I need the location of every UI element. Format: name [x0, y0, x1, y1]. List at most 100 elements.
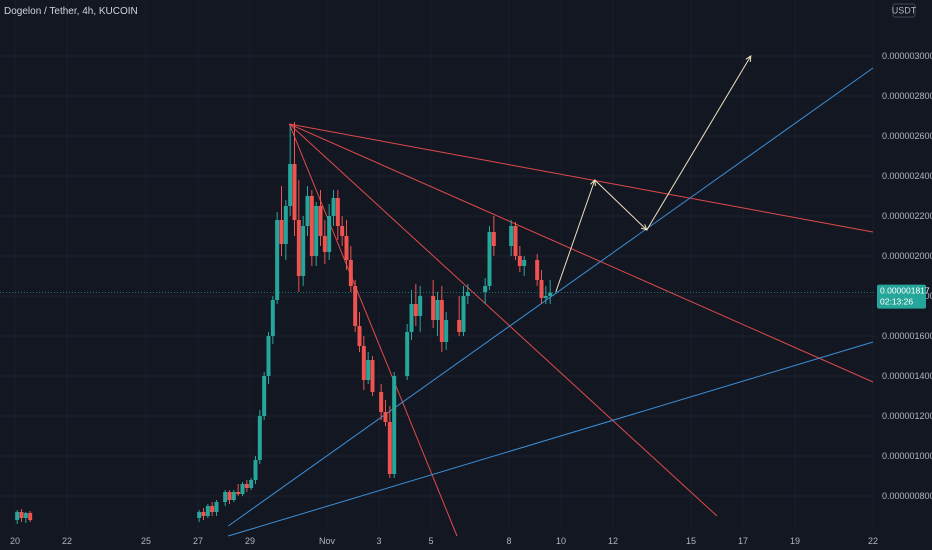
projection-arrow-segment: [594, 179, 648, 231]
trend-line-fan-2: [288, 123, 718, 517]
candle-body: [517, 256, 522, 266]
candle-body: [509, 226, 514, 246]
candle-body: [353, 286, 358, 326]
time-tick-label: Nov: [319, 536, 336, 546]
projection-arrows[interactable]: [555, 55, 752, 293]
currency-label[interactable]: USDT: [892, 3, 917, 18]
time-tick-label: 10: [556, 536, 566, 546]
candle-body: [548, 292, 553, 296]
time-tick-label: 25: [141, 536, 151, 546]
candle-body: [370, 360, 375, 392]
candle-body: [214, 502, 219, 512]
candle-body: [409, 304, 414, 332]
candle-body: [292, 164, 297, 220]
price-tick-label: 0.000000800: [882, 491, 932, 501]
candle-body: [283, 206, 288, 244]
price-tick-label: 0.000002600: [882, 131, 932, 141]
candle-body: [539, 280, 544, 298]
candle-body: [322, 236, 327, 252]
time-tick-label: 22: [62, 536, 72, 546]
candle-body: [340, 226, 345, 236]
candle-body: [331, 198, 336, 216]
candle-body: [465, 292, 470, 296]
candle-body: [296, 220, 301, 276]
candle-body: [266, 336, 271, 376]
time-tick-label: 27: [193, 536, 203, 546]
candle-body: [535, 260, 540, 280]
candle-body: [244, 484, 249, 488]
candle-body: [288, 164, 293, 206]
candle-body: [487, 232, 492, 286]
time-tick-label: 8: [506, 536, 511, 546]
candle-body: [348, 260, 353, 286]
symbol-title: Dogelon / Tether, 4h, KUCOIN: [4, 6, 138, 17]
candle-body: [249, 480, 254, 488]
candle-body: [23, 513, 28, 518]
candle-body: [379, 392, 384, 412]
candle-body: [461, 296, 466, 332]
candle-body: [387, 422, 392, 474]
trend-line-support-lower: [228, 341, 874, 537]
candle-body: [457, 320, 462, 332]
grid-lines: [0, 55, 876, 497]
price-tick-label: 0.000002000: [882, 251, 932, 261]
time-tick-label: 29: [245, 536, 255, 546]
time-tick-label: 5: [428, 536, 433, 546]
trend-lines[interactable]: [227, 67, 874, 537]
price-tick-label: 0.000001000: [882, 451, 932, 461]
price-tick-label: 0.000001400: [882, 371, 932, 381]
time-tick-label: 12: [608, 536, 618, 546]
candle-body: [439, 300, 444, 342]
projection-arrow-head: [745, 55, 752, 63]
bar-countdown: 02:13:26: [880, 297, 913, 307]
candle-body: [318, 206, 323, 236]
trend-line-fan-1: [289, 123, 874, 383]
candle-body: [275, 220, 280, 300]
candle-body: [405, 332, 410, 376]
last-price-value: 0.000001817: [880, 286, 930, 296]
projection-arrow-segment: [555, 179, 596, 293]
time-tick-label: 3: [376, 536, 381, 546]
candle-body: [314, 206, 319, 256]
time-tick-label: 20: [10, 536, 20, 546]
candle-body: [344, 236, 349, 260]
candle-body: [543, 296, 548, 298]
candle-body: [262, 376, 267, 416]
price-tick-label: 0.000002200: [882, 211, 932, 221]
candle-body: [522, 260, 527, 266]
candle-body: [383, 412, 388, 422]
candle-body: [361, 346, 366, 380]
price-tick-label: 0.000002800: [882, 91, 932, 101]
trend-line-fan-3: [288, 123, 458, 537]
candle-body: [435, 300, 440, 320]
candle-body: [301, 226, 306, 276]
price-scale[interactable]: [876, 0, 932, 550]
time-tick-label: 17: [738, 536, 748, 546]
time-axis-labels: 20 22 25 27 29 Nov 3 5 8 10 12 15 17 19 22: [10, 536, 878, 546]
candle-body: [305, 196, 310, 226]
candles: [15, 122, 553, 524]
candle-body: [309, 196, 314, 256]
candle-body: [418, 296, 423, 316]
price-tick-label: 0.000001600: [882, 331, 932, 341]
price-tick-label: 0.000002400: [882, 171, 932, 181]
projection-arrow-segment: [646, 55, 752, 231]
currency-label-box: [892, 3, 916, 18]
candle-body: [491, 232, 496, 246]
last-price-badge: 0.000001817 02:13:26: [877, 284, 930, 309]
candle-body: [197, 512, 202, 518]
candle-body: [19, 512, 24, 518]
price-tick-label: 0.000001200: [882, 411, 932, 421]
candle-body: [205, 506, 210, 516]
trend-line-resistance-upper: [289, 123, 874, 233]
candle-body: [483, 286, 488, 292]
candle-body: [444, 320, 449, 342]
price-tick-label: 0.000003000: [882, 51, 932, 61]
time-tick-label: 15: [686, 536, 696, 546]
time-tick-label: 19: [790, 536, 800, 546]
time-tick-label: 22: [868, 536, 878, 546]
candle-body: [210, 506, 215, 512]
candle-body: [236, 492, 241, 494]
